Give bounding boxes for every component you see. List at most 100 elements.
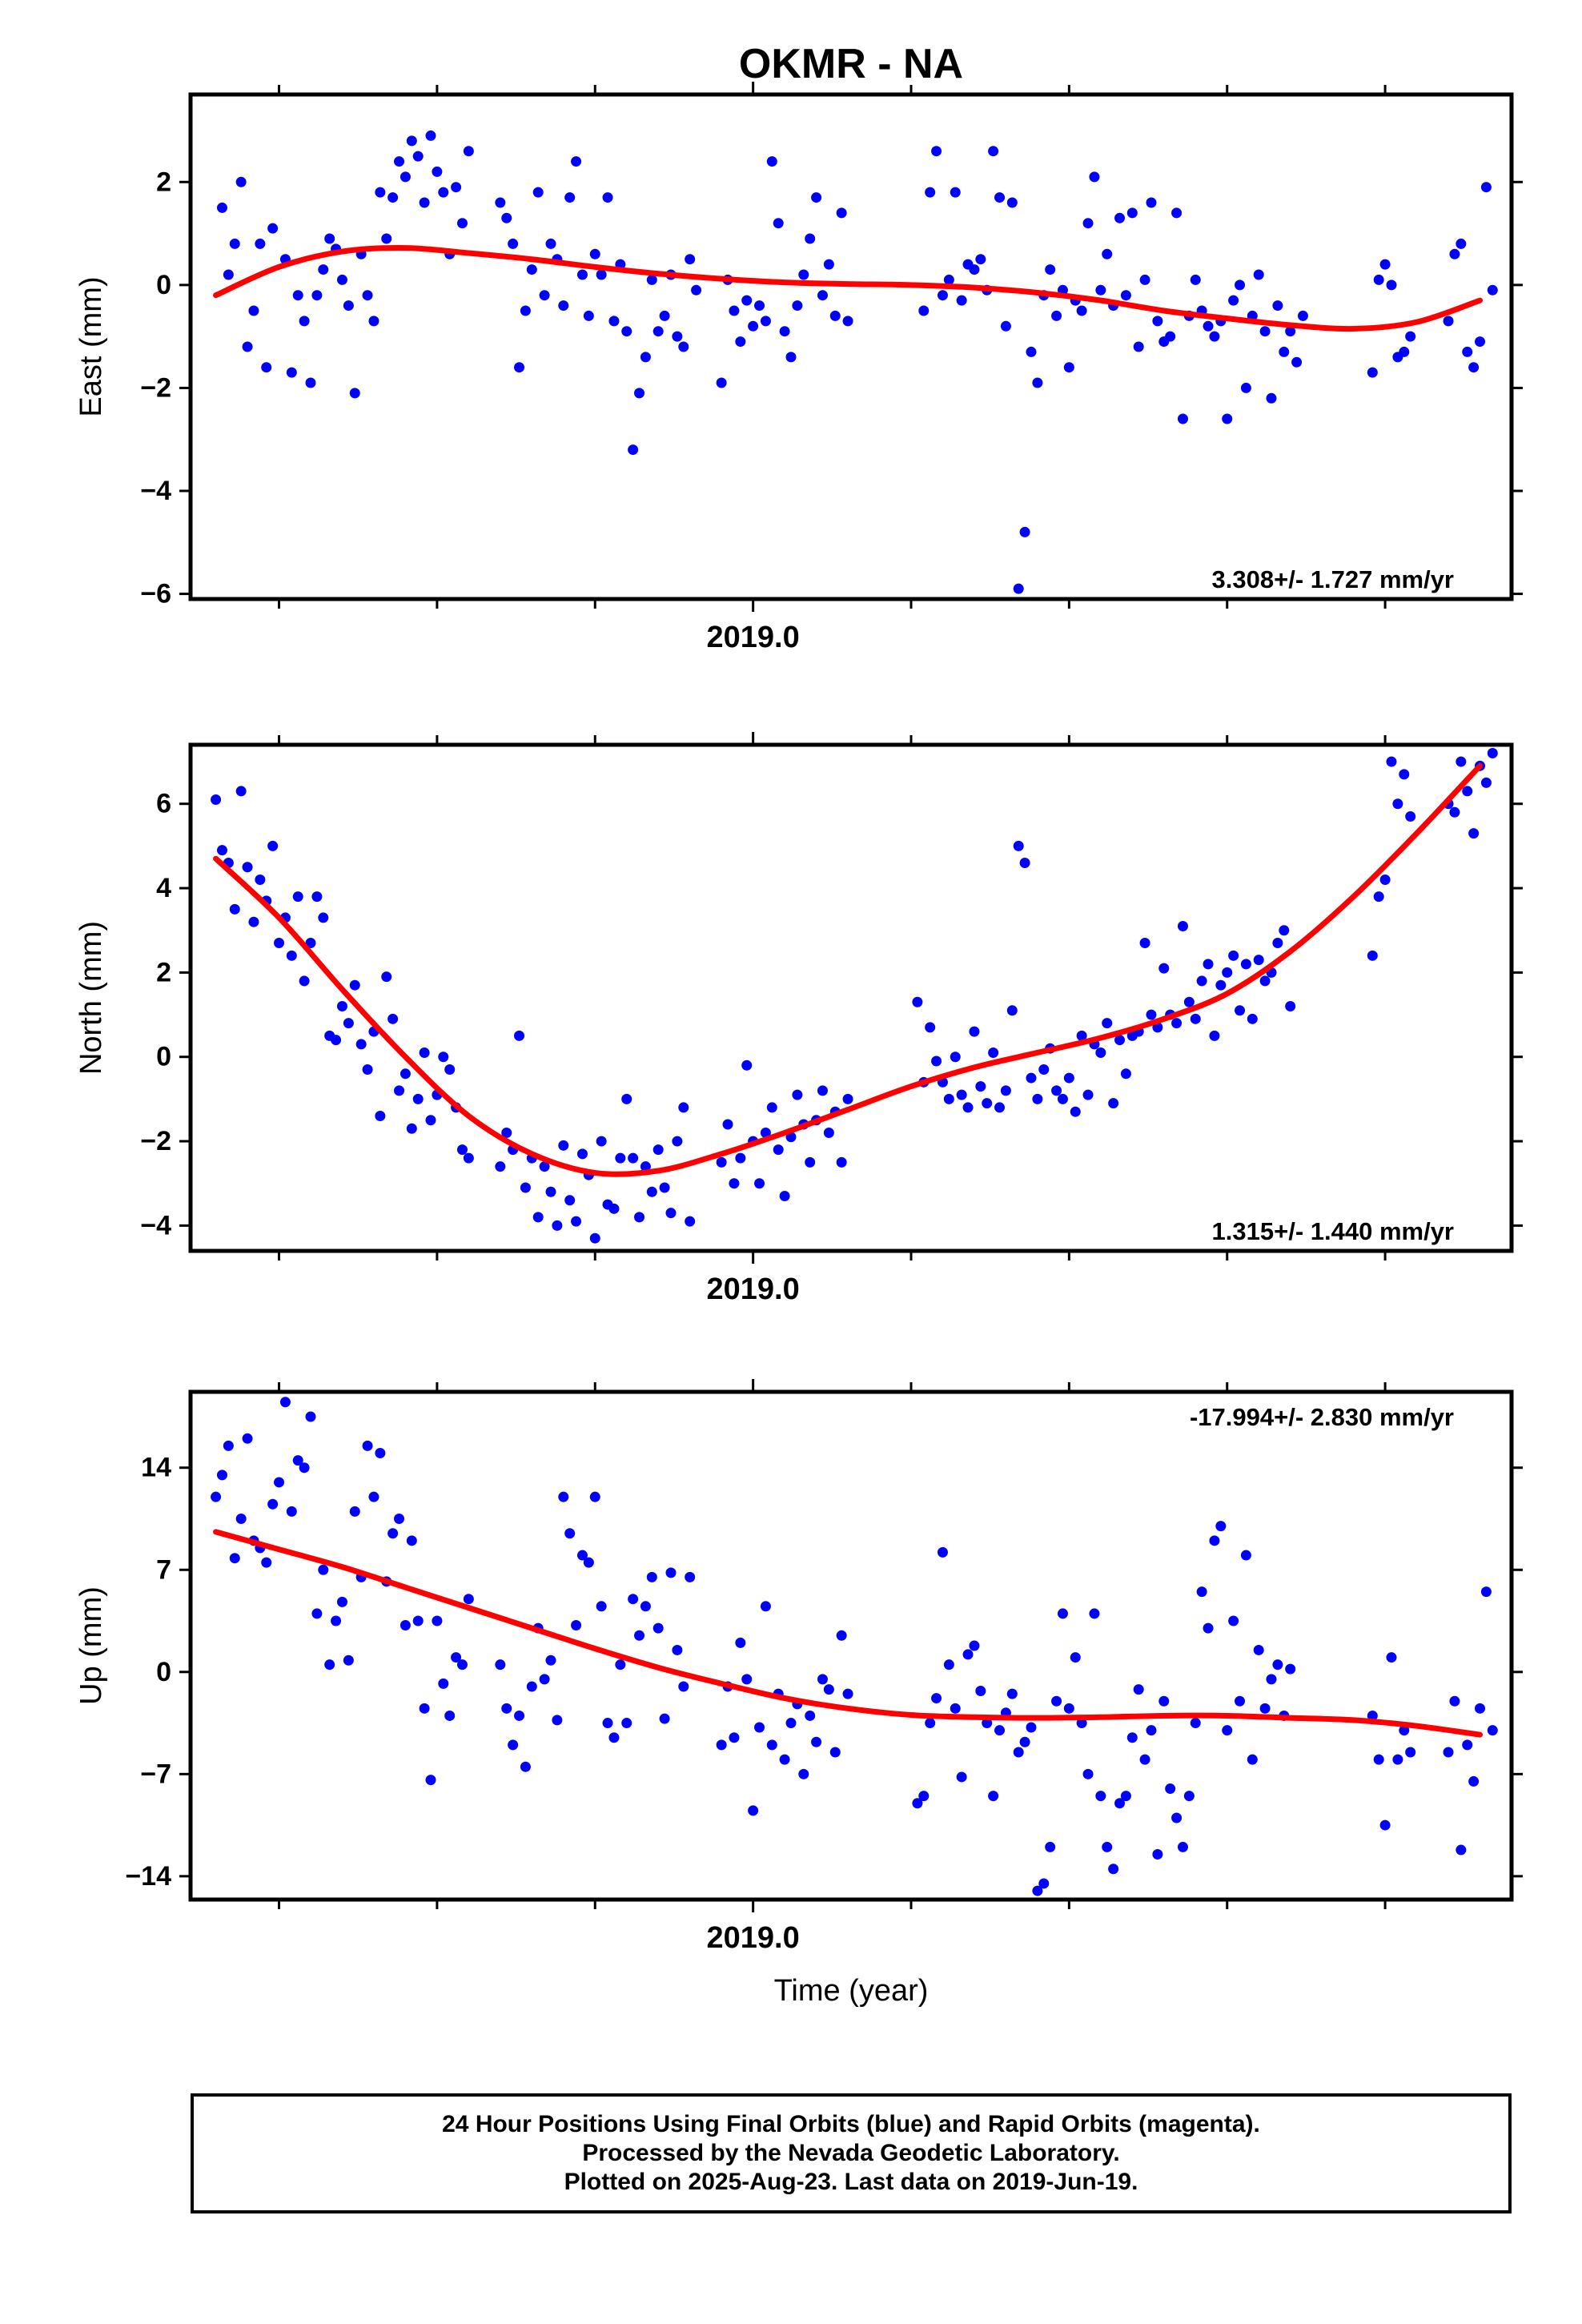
data-point: [735, 336, 746, 348]
data-point: [596, 1601, 607, 1612]
data-point: [394, 156, 405, 167]
caption-line-2: Processed by the Nevada Geodetic Laborat…: [582, 2140, 1120, 2166]
data-point: [634, 1212, 645, 1223]
data-point: [842, 316, 853, 327]
data-point: [1253, 269, 1264, 280]
data-point: [583, 310, 594, 321]
data-point: [589, 1232, 600, 1244]
data-point: [829, 1747, 841, 1758]
data-point: [950, 1703, 961, 1714]
data-point: [1228, 950, 1239, 961]
data-point: [564, 1195, 576, 1206]
data-point: [368, 1491, 379, 1502]
data-point: [520, 1761, 531, 1772]
data-point: [336, 1001, 347, 1012]
data-point: [1475, 1703, 1486, 1714]
data-point: [1392, 798, 1403, 810]
data-point: [216, 202, 227, 213]
data-point: [1449, 806, 1460, 818]
data-point: [305, 938, 316, 949]
data-point: [621, 1093, 632, 1104]
data-point: [823, 1128, 834, 1139]
data-point: [235, 176, 247, 187]
data-point: [274, 1477, 285, 1488]
data-point: [1487, 1725, 1498, 1736]
x-axis-label: Time (year): [774, 1974, 929, 2008]
data-point: [299, 1462, 310, 1474]
data-point: [229, 238, 240, 249]
data-point: [729, 1732, 740, 1743]
data-point: [368, 316, 379, 327]
data-point: [526, 264, 537, 275]
data-point: [925, 1022, 936, 1033]
data-point: [1468, 362, 1480, 373]
data-point: [1253, 955, 1264, 966]
data-point: [608, 1203, 620, 1214]
data-point: [1475, 336, 1486, 348]
data-point: [438, 187, 449, 198]
y-tick-label: 6: [156, 789, 171, 819]
y-tick-label: 2: [156, 957, 171, 987]
data-point: [931, 146, 942, 157]
data-point: [1443, 1747, 1454, 1758]
data-point: [754, 300, 765, 312]
data-point: [685, 1571, 696, 1582]
data-point: [988, 1791, 999, 1802]
data-point: [406, 1123, 417, 1134]
data-point: [1203, 1622, 1214, 1634]
data-point: [508, 1739, 519, 1751]
data-point: [994, 192, 1006, 203]
data-point: [1468, 828, 1480, 839]
data-point: [1095, 284, 1106, 296]
data-point: [571, 1216, 582, 1227]
data-point: [1026, 346, 1037, 357]
data-point: [1462, 1739, 1473, 1751]
y-tick-label: −2: [140, 372, 171, 403]
data-point: [937, 290, 948, 301]
data-point: [343, 300, 354, 312]
data-point: [501, 212, 512, 223]
data-point: [343, 1018, 354, 1029]
data-point: [1253, 1644, 1264, 1655]
data-point: [628, 1594, 639, 1605]
data-point: [956, 1089, 967, 1100]
data-point: [969, 264, 980, 275]
data-point: [792, 1089, 803, 1100]
data-point: [1095, 1791, 1106, 1802]
data-point: [1089, 1608, 1100, 1619]
data-point: [1259, 975, 1271, 987]
data-point: [552, 1220, 563, 1231]
data-point: [994, 1102, 1006, 1113]
data-point: [652, 1622, 664, 1634]
data-point: [1183, 1791, 1195, 1802]
data-point: [223, 1440, 234, 1451]
data-point: [1405, 811, 1416, 822]
data-point: [432, 166, 443, 177]
data-point: [805, 233, 816, 244]
data-point: [425, 1775, 436, 1786]
data-point: [432, 1615, 443, 1626]
data-point: [1386, 1652, 1397, 1663]
data-point: [1120, 290, 1131, 301]
data-point: [451, 182, 462, 193]
data-point: [279, 1397, 291, 1408]
data-point: [1462, 346, 1473, 357]
data-point: [564, 192, 576, 203]
data-point: [1139, 1754, 1150, 1765]
data-point: [1139, 938, 1150, 949]
chart-panels: 2 0 −2 −4 −6 2019.0 East (mm) 3.308+/- 1.727 mm…: [74, 82, 1523, 2008]
data-point: [564, 1528, 576, 1539]
data-point: [1399, 769, 1410, 780]
data-point: [943, 274, 954, 285]
data-point: [1032, 377, 1043, 388]
data-points: [211, 748, 1498, 1244]
data-point: [576, 1148, 588, 1160]
data-point: [1026, 1722, 1037, 1733]
data-point: [255, 875, 266, 886]
data-point: [1209, 331, 1220, 342]
data-point: [685, 1216, 696, 1227]
data-point: [1480, 1586, 1492, 1598]
data-point: [1108, 1864, 1119, 1875]
caption-line-3: Plotted on 2025-Aug-23. Last data on 201…: [564, 2169, 1138, 2195]
data-point: [1089, 171, 1100, 183]
